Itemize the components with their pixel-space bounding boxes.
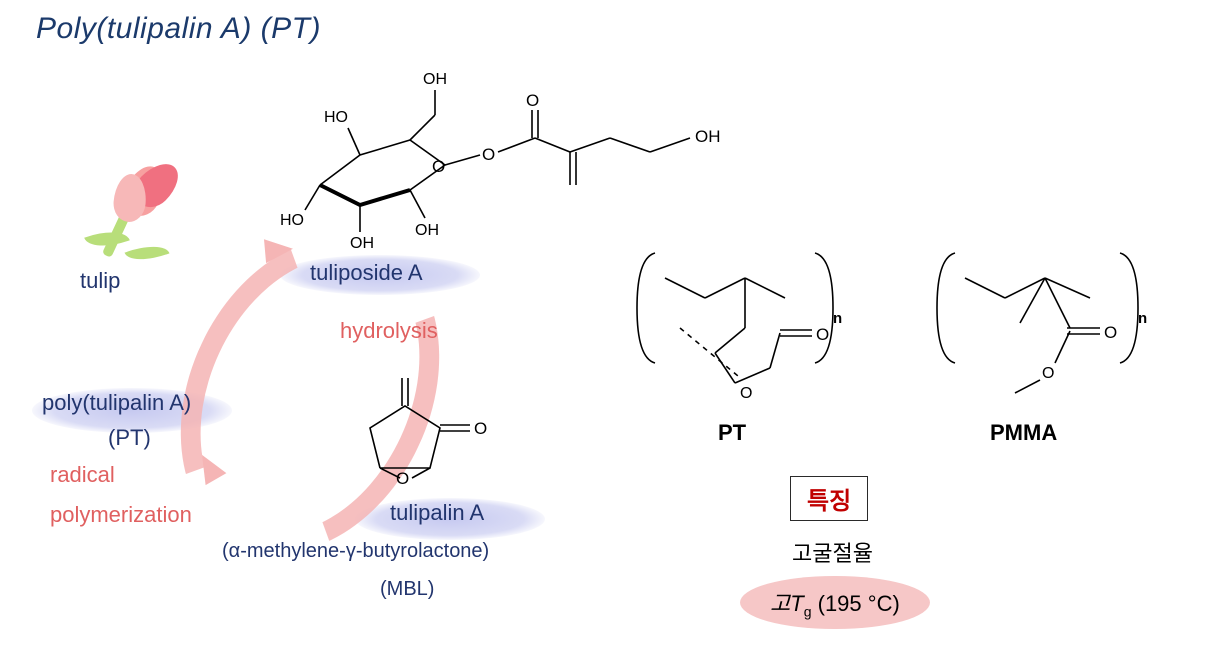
- mbl-label: (MBL): [380, 578, 434, 601]
- struct-pt: n O O: [620, 228, 860, 408]
- polymerization-label: polymerization: [50, 502, 192, 528]
- svg-text:O: O: [432, 157, 445, 176]
- radical-label: radical: [50, 462, 115, 488]
- svg-text:O: O: [474, 419, 487, 438]
- svg-text:O: O: [816, 325, 829, 344]
- tg-T: T: [790, 591, 803, 616]
- polypt-label: poly(tulipalin A): [42, 390, 191, 416]
- svg-text:n: n: [1138, 310, 1147, 327]
- tg-value: (195 °C): [818, 591, 900, 616]
- svg-text:OH: OH: [415, 222, 439, 239]
- svg-text:OH: OH: [423, 71, 447, 88]
- svg-text:OH: OH: [350, 235, 374, 252]
- svg-text:O: O: [482, 145, 495, 164]
- hydrolysis-label: hydrolysis: [340, 318, 438, 344]
- tg-oval: 고Tg (195 °C): [740, 576, 930, 629]
- svg-text:O: O: [526, 91, 539, 110]
- tg-g: g: [804, 603, 812, 619]
- svg-text:OH: OH: [695, 127, 721, 146]
- feature-box-wrap: 특징: [790, 476, 868, 521]
- polypt-sub-label: (PT): [108, 425, 151, 451]
- struct-tulipalin-a: O O: [340, 368, 510, 508]
- diagram-canvas: Poly(tulipalin A) (PT) tulip poly(tulipa…: [0, 0, 1208, 645]
- tulip-illustration: [78, 150, 198, 260]
- svg-text:HO: HO: [324, 109, 348, 126]
- tg-oval-wrap: 고Tg (195 °C): [740, 576, 930, 629]
- feature-box: 특징: [790, 476, 868, 521]
- pmma-label: PMMA: [990, 420, 1057, 446]
- page-title: Poly(tulipalin A) (PT): [36, 12, 321, 46]
- tg-prefix: 고: [770, 591, 790, 616]
- svg-text:O: O: [740, 385, 752, 402]
- svg-text:n: n: [833, 310, 842, 327]
- pt-label: PT: [718, 420, 746, 446]
- alphaname-label: (α-methylene-γ-butyrolactone): [222, 540, 489, 563]
- svg-text:O: O: [1042, 365, 1054, 382]
- tuliposide-label: tuliposide A: [310, 260, 423, 286]
- tulip-label: tulip: [80, 268, 120, 294]
- svg-text:O: O: [396, 469, 409, 488]
- struct-pmma: n O O: [920, 228, 1170, 408]
- svg-text:O: O: [1104, 323, 1117, 342]
- svg-text:HO: HO: [280, 212, 304, 229]
- refractive-label: 고굴절율: [792, 536, 873, 568]
